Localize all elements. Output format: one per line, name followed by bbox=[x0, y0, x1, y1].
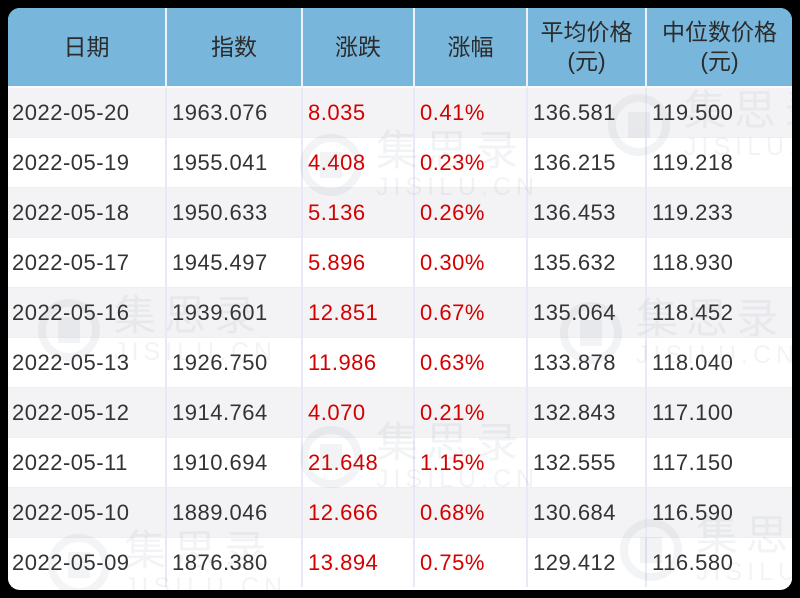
cell-date: 2022-05-18 bbox=[8, 188, 167, 238]
table-row: 2022-05-19 1955.041 4.408 0.23% 136.215 … bbox=[8, 138, 792, 188]
col-header-median-price: 中位数价格 (元) bbox=[647, 8, 792, 88]
index-price-table: 日期 指数 涨跌 涨幅 平均价格 (元) 中位数价格 (元) 2022-05-20 … bbox=[8, 8, 792, 587]
cell-date: 2022-05-13 bbox=[8, 338, 167, 388]
cell-change: 12.851 bbox=[303, 288, 415, 338]
cell-median-price: 119.218 bbox=[647, 138, 792, 188]
cell-avg-price: 132.555 bbox=[528, 438, 647, 488]
col-header-change: 涨跌 bbox=[303, 8, 415, 88]
table-row: 2022-05-10 1889.046 12.666 0.68% 130.684… bbox=[8, 488, 792, 538]
table-body: 2022-05-20 1963.076 8.035 0.41% 136.581 … bbox=[8, 88, 792, 587]
cell-pct: 0.41% bbox=[415, 88, 528, 138]
cell-index: 1955.041 bbox=[167, 138, 303, 188]
cell-avg-price: 135.064 bbox=[528, 288, 647, 338]
header-row: 日期 指数 涨跌 涨幅 平均价格 (元) 中位数价格 (元) bbox=[8, 8, 792, 88]
cell-avg-price: 136.581 bbox=[528, 88, 647, 138]
cell-index: 1963.076 bbox=[167, 88, 303, 138]
cell-date: 2022-05-11 bbox=[8, 438, 167, 488]
cell-change: 11.986 bbox=[303, 338, 415, 388]
cell-pct: 0.68% bbox=[415, 488, 528, 538]
cell-median-price: 116.580 bbox=[647, 538, 792, 587]
cell-median-price: 116.590 bbox=[647, 488, 792, 538]
cell-avg-price: 136.215 bbox=[528, 138, 647, 188]
index-table-card: 集思录JISILU.CN 集思录JISILU.CN 集思录JISILU.CN 集… bbox=[8, 8, 792, 590]
cell-avg-price: 133.878 bbox=[528, 338, 647, 388]
cell-median-price: 118.040 bbox=[647, 338, 792, 388]
col-header-avg-price: 平均价格 (元) bbox=[528, 8, 647, 88]
table-row: 2022-05-13 1926.750 11.986 0.63% 133.878… bbox=[8, 338, 792, 388]
cell-pct: 0.21% bbox=[415, 388, 528, 438]
cell-change: 4.070 bbox=[303, 388, 415, 438]
cell-median-price: 117.100 bbox=[647, 388, 792, 438]
table-row: 2022-05-09 1876.380 13.894 0.75% 129.412… bbox=[8, 538, 792, 587]
table-row: 2022-05-20 1963.076 8.035 0.41% 136.581 … bbox=[8, 88, 792, 138]
cell-pct: 0.75% bbox=[415, 538, 528, 587]
cell-date: 2022-05-17 bbox=[8, 238, 167, 288]
cell-median-price: 119.500 bbox=[647, 88, 792, 138]
cell-change: 12.666 bbox=[303, 488, 415, 538]
col-header-pct: 涨幅 bbox=[415, 8, 528, 88]
cell-index: 1914.764 bbox=[167, 388, 303, 438]
cell-date: 2022-05-12 bbox=[8, 388, 167, 438]
cell-pct: 0.26% bbox=[415, 188, 528, 238]
cell-index: 1926.750 bbox=[167, 338, 303, 388]
cell-pct: 0.23% bbox=[415, 138, 528, 188]
cell-change: 8.035 bbox=[303, 88, 415, 138]
table-row: 2022-05-17 1945.497 5.896 0.30% 135.632 … bbox=[8, 238, 792, 288]
cell-pct: 1.15% bbox=[415, 438, 528, 488]
cell-index: 1950.633 bbox=[167, 188, 303, 238]
cell-avg-price: 130.684 bbox=[528, 488, 647, 538]
cell-median-price: 117.150 bbox=[647, 438, 792, 488]
cell-avg-price: 132.843 bbox=[528, 388, 647, 438]
cell-median-price: 118.930 bbox=[647, 238, 792, 288]
cell-pct: 0.63% bbox=[415, 338, 528, 388]
cell-avg-price: 135.632 bbox=[528, 238, 647, 288]
cell-change: 13.894 bbox=[303, 538, 415, 587]
cell-date: 2022-05-09 bbox=[8, 538, 167, 587]
cell-median-price: 119.233 bbox=[647, 188, 792, 238]
cell-change: 21.648 bbox=[303, 438, 415, 488]
cell-change: 5.896 bbox=[303, 238, 415, 288]
cell-index: 1889.046 bbox=[167, 488, 303, 538]
cell-avg-price: 136.453 bbox=[528, 188, 647, 238]
table-row: 2022-05-16 1939.601 12.851 0.67% 135.064… bbox=[8, 288, 792, 338]
table-row: 2022-05-18 1950.633 5.136 0.26% 136.453 … bbox=[8, 188, 792, 238]
cell-index: 1945.497 bbox=[167, 238, 303, 288]
cell-date: 2022-05-16 bbox=[8, 288, 167, 338]
cell-pct: 0.67% bbox=[415, 288, 528, 338]
table-header: 日期 指数 涨跌 涨幅 平均价格 (元) 中位数价格 (元) bbox=[8, 8, 792, 88]
cell-date: 2022-05-20 bbox=[8, 88, 167, 138]
cell-index: 1876.380 bbox=[167, 538, 303, 587]
table-row: 2022-05-11 1910.694 21.648 1.15% 132.555… bbox=[8, 438, 792, 488]
cell-date: 2022-05-19 bbox=[8, 138, 167, 188]
cell-index: 1939.601 bbox=[167, 288, 303, 338]
cell-median-price: 118.452 bbox=[647, 288, 792, 338]
cell-index: 1910.694 bbox=[167, 438, 303, 488]
col-header-index: 指数 bbox=[167, 8, 303, 88]
cell-pct: 0.30% bbox=[415, 238, 528, 288]
cell-date: 2022-05-10 bbox=[8, 488, 167, 538]
table-row: 2022-05-12 1914.764 4.070 0.21% 132.843 … bbox=[8, 388, 792, 438]
col-header-date: 日期 bbox=[8, 8, 167, 88]
cell-change: 5.136 bbox=[303, 188, 415, 238]
cell-change: 4.408 bbox=[303, 138, 415, 188]
cell-avg-price: 129.412 bbox=[528, 538, 647, 587]
